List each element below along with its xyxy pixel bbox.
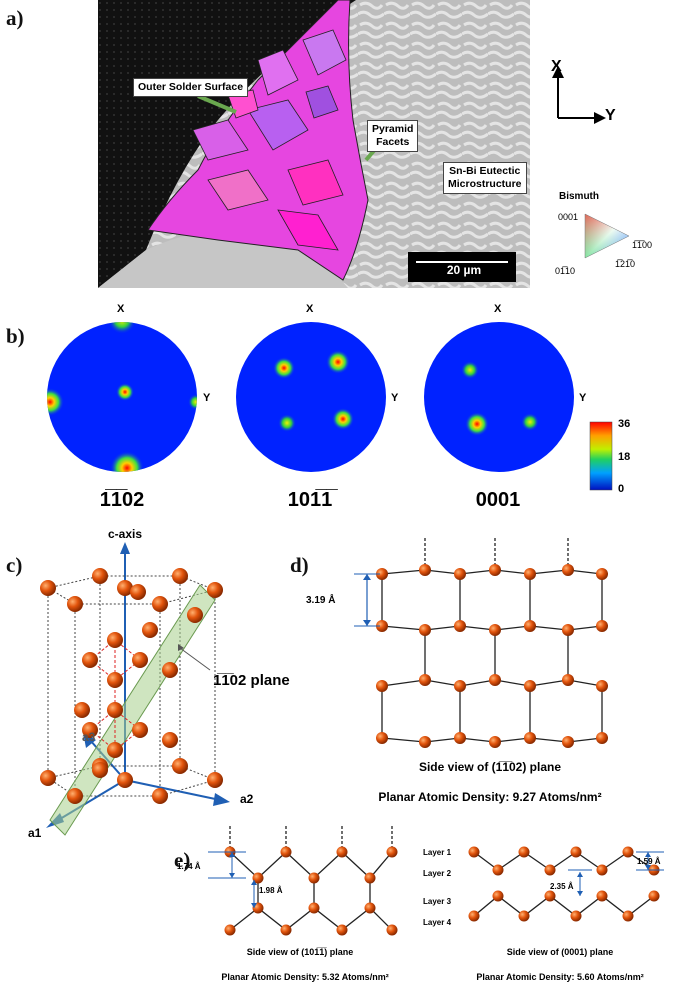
a3-label: a3 (82, 730, 96, 744)
panel-label-e: e) (174, 848, 191, 872)
density-e-right: Planar Atomic Density: 5.60 Atoms/nm² (476, 972, 644, 982)
callout-pyramid-line1: Pyramid (372, 123, 414, 135)
panel-label-b: b) (6, 324, 25, 348)
pole-figure-label-1: 1̅1̅02 (99, 489, 145, 511)
callout-pyramid-facets: Pyramid Facets (367, 120, 419, 152)
layer-1-label: Layer 1 (423, 848, 452, 857)
pole-figure-3 (424, 322, 574, 472)
spacing-d-label: 3.19 Å (306, 595, 336, 606)
density-d: Planar Atomic Density: 9.27 Atoms/nm² (378, 790, 602, 804)
a1-label: a1 (28, 826, 42, 840)
pole-figures (47, 322, 613, 491)
pf2-axis-x: X (306, 303, 314, 315)
axis-x-label: X (551, 58, 562, 75)
ipf-key-triangle (584, 213, 630, 259)
pole-figure-2 (236, 322, 386, 472)
callout-eutectic-line1: Sn-Bi Eutectic (449, 165, 521, 177)
axis-triad (552, 66, 606, 124)
plane-0001-lattice (468, 846, 664, 922)
axis-y-label: Y (605, 107, 616, 124)
colorbar-mid: 18 (618, 451, 631, 463)
callout-outer-solder-surface: Outer Solder Surface (133, 78, 249, 97)
colorbar (589, 421, 613, 491)
layer-3-label: Layer 3 (423, 897, 452, 906)
plane-1-102-lattice (376, 538, 608, 748)
pf2-axis-y: Y (391, 392, 399, 404)
panel-label-d: d) (290, 553, 309, 577)
spacing-e-left-1: 1.74 Å (177, 862, 201, 871)
pole-figure-label-3: 0001 (475, 489, 521, 511)
caption-e-right: Side view of (0001) plane (506, 947, 614, 957)
layer-2-label: Layer 2 (423, 869, 452, 878)
pole-figure-label-2: 101̅1̅ (287, 489, 333, 511)
pf1-axis-y: Y (203, 392, 211, 404)
panel-label-a: a) (6, 6, 24, 30)
spacing-markers-e-left (208, 851, 257, 908)
panel-label-c: c) (6, 553, 23, 577)
spacing-e-right-1: 1.59 Å (637, 857, 661, 866)
pf3-axis-y: Y (579, 392, 587, 404)
caption-d: Side view of (1̅1̅02) plane (418, 760, 562, 774)
density-e-left: Planar Atomic Density: 5.32 Atoms/nm² (221, 972, 389, 982)
c-axis-label: c-axis (108, 527, 143, 541)
pf1-axis-x: X (117, 303, 125, 315)
callout-eutectic-line2: Microstructure (448, 178, 522, 190)
caption-e-left: Side view of (101̅1̅) plane (246, 947, 354, 957)
layer-4-label: Layer 4 (423, 918, 452, 927)
a2-label: a2 (240, 792, 254, 806)
spacing-e-left-2: 1.98 Å (259, 886, 283, 895)
colorbar-max: 36 (618, 418, 631, 430)
spacing-e-right-2: 2.35 Å (550, 882, 574, 891)
ipf-key-title: Bismuth (559, 191, 599, 202)
pf3-axis-x: X (494, 303, 502, 315)
ebsd-micrograph (98, 0, 530, 288)
ipf-key-1-100: 1̅1̅00 (632, 240, 653, 250)
unit-cell-diagram (40, 542, 230, 836)
spacing-bracket-d (354, 573, 380, 627)
callout-eutectic: Sn-Bi Eutectic Microstructure (443, 162, 527, 194)
ipf-key-0001: 0001 (558, 212, 579, 222)
ipf-key-1-21-0: 1̅21̅0 (615, 259, 636, 269)
plane-label: 1̅1̅02 plane (213, 672, 290, 689)
callout-pyramid-line2: Facets (376, 136, 410, 148)
colorbar-min: 0 (618, 483, 625, 495)
ipf-key-01-10: 01̅10 (555, 266, 576, 276)
scale-bar-label: 20 µm (446, 263, 482, 277)
